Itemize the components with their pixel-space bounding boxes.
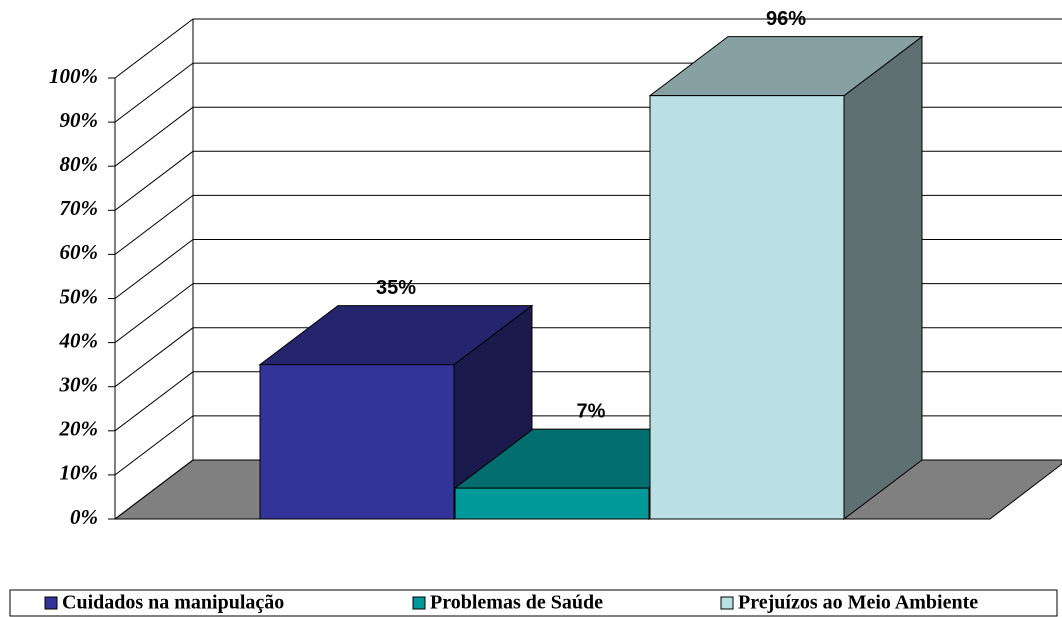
bar [454, 487, 650, 520]
y-tick-label: 40% [59, 328, 99, 352]
data-label: 96% [766, 8, 806, 30]
y-tick-label: 20% [59, 417, 99, 441]
y-tick-label: 0% [70, 505, 98, 529]
legend-label: Problemas de Saúde [430, 592, 603, 614]
y-tick-label: 30% [59, 373, 99, 397]
data-label: 35% [376, 277, 416, 299]
data-label: 7% [577, 400, 606, 422]
side-grid-line [114, 283, 194, 343]
bar [259, 364, 455, 520]
legend-label: Prejuízos ao Meio Ambiente [738, 592, 978, 614]
side-grid-line [114, 459, 194, 520]
legend-swatch [720, 596, 734, 610]
y-tick-label: 90% [60, 108, 99, 132]
y-tick-label: 80% [60, 152, 99, 176]
legend-swatch [412, 596, 426, 610]
legend-box [9, 589, 1058, 617]
side-grid-line [114, 62, 194, 123]
side-grid-line [114, 239, 194, 299]
side-grid-line [114, 150, 194, 211]
y-tick-label: 10% [60, 461, 99, 485]
y-tick-label: 60% [60, 240, 99, 264]
side-grid-line [114, 371, 194, 432]
legend-swatch [44, 596, 58, 610]
y-tick-label: 70% [60, 196, 99, 220]
side-grid-line [114, 106, 194, 167]
legend-label: Cuidados na manipulação [62, 592, 284, 614]
side-grid-line [114, 195, 194, 255]
side-grid-line [114, 415, 194, 476]
side-grid-line [114, 327, 194, 388]
y-tick-label: 100% [49, 64, 98, 88]
bar [649, 95, 845, 520]
side-grid-line [114, 18, 194, 79]
bar-side [843, 35, 923, 521]
y-tick-label: 50% [60, 284, 99, 308]
